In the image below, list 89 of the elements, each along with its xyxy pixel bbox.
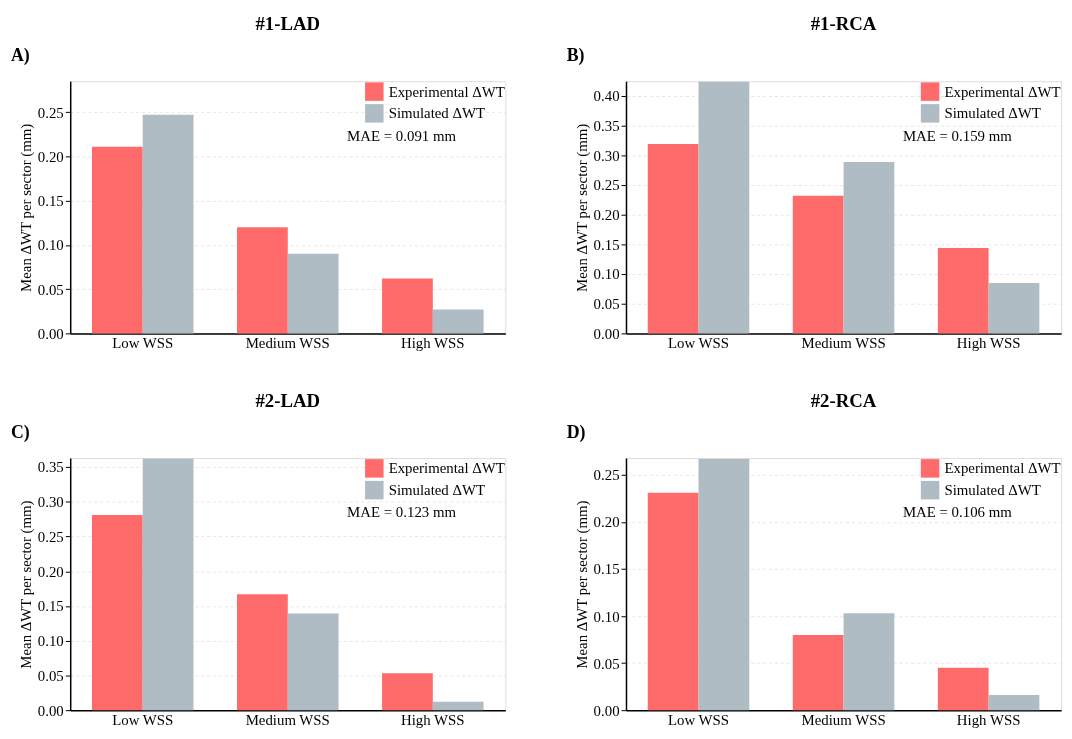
- legend-label: Simulated ΔWT: [944, 105, 1041, 122]
- x-tick-label: High WSS: [956, 711, 1021, 728]
- y-tick-label: 0.10: [37, 237, 64, 254]
- annotation: MAE = 0.159 mm: [902, 127, 1013, 144]
- chart-title: #2-RCA: [810, 389, 877, 411]
- bar: [432, 309, 484, 334]
- bar: [698, 458, 750, 711]
- y-tick-label: 0.15: [593, 236, 620, 253]
- y-tick-label: 0.00: [593, 325, 620, 342]
- y-tick-label: 0.25: [37, 528, 64, 545]
- x-tick-label: Medium WSS: [245, 711, 330, 728]
- bar: [142, 458, 194, 711]
- text: D): [566, 422, 586, 444]
- y-tick-label: 0.15: [37, 193, 64, 210]
- y-tick-label: 0.35: [37, 459, 64, 476]
- x-tick-label: Low WSS: [112, 711, 174, 728]
- chart-title: #2-LAD: [255, 389, 321, 411]
- y-tick-label: 0.15: [593, 561, 620, 578]
- bar: [792, 634, 844, 711]
- y-tick-label: 0.05: [593, 655, 620, 672]
- bar: [937, 247, 989, 334]
- y-tick-label: 0.25: [593, 177, 620, 194]
- bar: [237, 594, 288, 711]
- x-tick-label: Medium WSS: [801, 711, 886, 728]
- y-tick-label: 0.00: [37, 702, 64, 719]
- y-tick-label: 0.20: [37, 563, 64, 580]
- legend-label: Experimental ΔWT: [388, 460, 505, 477]
- y-tick-label: 0.00: [593, 702, 620, 719]
- x-tick-label: Medium WSS: [801, 334, 886, 351]
- y-tick-label: 0.10: [593, 266, 620, 283]
- y-tick-label: 0.05: [37, 281, 64, 298]
- bar: [287, 253, 339, 334]
- x-tick-label: Low WSS: [112, 334, 174, 351]
- y-tick-label: 0.15: [37, 598, 64, 615]
- y-tick-label: 0.30: [593, 147, 620, 164]
- chart-title: #1-LAD: [255, 12, 321, 34]
- y-tick-label: 0.00: [37, 325, 64, 342]
- bar: [988, 282, 1040, 334]
- y-tick-label: 0.10: [37, 633, 64, 650]
- bar: [792, 195, 844, 334]
- bar: [287, 613, 339, 711]
- y-tick-label: 0.35: [593, 118, 620, 135]
- chart-title: #1-RCA: [810, 12, 877, 34]
- bar: [937, 667, 989, 711]
- annotation: MAE = 0.106 mm: [902, 504, 1013, 521]
- bar: [382, 278, 433, 334]
- y-axis-title: Mean ΔWT per sector (mm): [17, 500, 35, 669]
- y-tick-label: 0.25: [37, 104, 64, 121]
- bar: [988, 695, 1040, 711]
- legend-label: Simulated ΔWT: [944, 482, 1041, 499]
- bar: [142, 114, 194, 334]
- bar: [698, 81, 750, 334]
- y-tick-label: 0.20: [593, 207, 620, 224]
- legend-label: Experimental ΔWT: [388, 83, 505, 100]
- y-tick-label: 0.20: [37, 148, 64, 165]
- text: B): [566, 45, 585, 67]
- legend-label: Experimental ΔWT: [944, 460, 1061, 477]
- annotation: MAE = 0.091 mm: [347, 127, 457, 144]
- y-tick-label: 0.30: [37, 494, 64, 511]
- y-tick-label: 0.25: [593, 467, 620, 484]
- y-axis-title: Mean ΔWT per sector (mm): [573, 123, 591, 292]
- bar: [843, 161, 895, 334]
- text: C): [10, 422, 30, 444]
- legend-label: Simulated ΔWT: [388, 105, 486, 122]
- bar: [237, 227, 288, 334]
- y-tick-label: 0.20: [593, 514, 620, 531]
- y-axis-title: Mean ΔWT per sector (mm): [17, 123, 35, 292]
- bar: [843, 613, 895, 711]
- bar: [647, 144, 699, 334]
- text: A): [10, 45, 30, 67]
- bar: [91, 146, 143, 334]
- x-tick-label: High WSS: [956, 334, 1021, 351]
- y-tick-label: 0.40: [593, 88, 620, 105]
- x-tick-label: Low WSS: [667, 711, 730, 728]
- legend-label: Experimental ΔWT: [944, 83, 1061, 100]
- y-tick-label: 0.05: [593, 296, 620, 313]
- bar: [91, 514, 143, 711]
- x-tick-label: High WSS: [401, 711, 465, 728]
- x-tick-label: Low WSS: [667, 334, 730, 351]
- y-tick-label: 0.05: [37, 667, 64, 684]
- annotation: MAE = 0.123 mm: [347, 504, 457, 521]
- bar: [382, 673, 433, 711]
- y-axis-title: Mean ΔWT per sector (mm): [573, 500, 591, 669]
- y-tick-label: 0.10: [593, 608, 620, 625]
- x-tick-label: High WSS: [401, 334, 465, 351]
- bar: [647, 492, 699, 711]
- bar: [432, 701, 484, 711]
- legend-label: Simulated ΔWT: [388, 482, 486, 499]
- x-tick-label: Medium WSS: [245, 334, 330, 351]
